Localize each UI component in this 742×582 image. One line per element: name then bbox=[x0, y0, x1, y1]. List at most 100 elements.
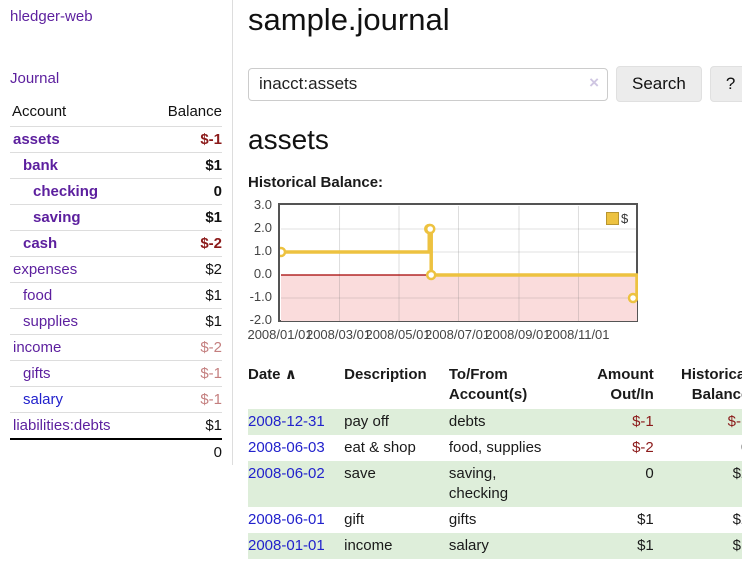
account-link-income[interactable]: income bbox=[13, 339, 62, 356]
account-row: assets $-1 bbox=[10, 126, 222, 153]
account-row: cash $-2 bbox=[10, 230, 222, 257]
help-button[interactable]: ? bbox=[709, 66, 742, 102]
search-input[interactable] bbox=[248, 67, 608, 101]
account-balance: $-1 bbox=[145, 126, 222, 153]
txn-balance: $1 bbox=[732, 537, 742, 554]
txn-balance: $2 bbox=[732, 465, 742, 482]
register-row: 2008-12-31 pay off debts $-1 $-1 bbox=[248, 409, 742, 435]
accounts-table: Account Balance assets $-1 bank $1 check… bbox=[10, 101, 222, 465]
accounts-total-value: 0 bbox=[145, 438, 222, 465]
account-link-assets[interactable]: assets bbox=[13, 131, 60, 148]
txn-amount: $1 bbox=[637, 511, 654, 528]
account-link-expenses[interactable]: expenses bbox=[13, 261, 78, 278]
x-tick-label: 2008/05/01 bbox=[365, 327, 431, 342]
y-tick-label: 3.0 bbox=[253, 197, 272, 212]
search-box: × bbox=[248, 67, 608, 101]
page-title: sample.journal bbox=[248, 2, 450, 37]
x-tick-label: 2008/01/01 bbox=[247, 327, 313, 342]
account-link-liabilities-debts[interactable]: liabilities:debts bbox=[13, 417, 111, 434]
chart-x-labels: 2008/01/01 2008/03/01 2008/05/01 2008/07/01… bbox=[247, 327, 742, 343]
account-row: salary $-1 bbox=[10, 386, 222, 413]
account-link-supplies[interactable]: supplies bbox=[23, 313, 79, 330]
account-balance: $-1 bbox=[145, 386, 222, 413]
x-tick-label: 2008/03/01 bbox=[305, 327, 372, 342]
account-row: food $1 bbox=[10, 282, 222, 309]
col-accounts-line2: Account(s) bbox=[448, 386, 528, 403]
txn-amount: 0 bbox=[645, 465, 654, 482]
col-date-label: Date bbox=[248, 366, 281, 383]
accounts-header-row: Account Balance bbox=[10, 101, 222, 127]
col-amount-line1: Amount bbox=[597, 366, 654, 383]
txn-date-link[interactable]: 2008-12-31 bbox=[248, 413, 325, 430]
account-link-salary[interactable]: salary bbox=[23, 391, 64, 408]
app-layout: hledger-web Journal Account Balance asse… bbox=[0, 0, 742, 559]
txn-accounts: food, supplies bbox=[448, 439, 542, 456]
account-link-checking[interactable]: checking bbox=[33, 183, 99, 200]
account-balance: $-2 bbox=[145, 334, 222, 361]
account-link-food[interactable]: food bbox=[23, 287, 53, 304]
sidebar-item-journal[interactable]: Journal bbox=[10, 70, 60, 87]
register-row: 2008-06-02 save saving, checking 0 $2 bbox=[248, 461, 742, 507]
account-link-cash[interactable]: cash bbox=[23, 235, 58, 252]
account-row: liabilities:debts $1 bbox=[10, 412, 222, 439]
account-row: gifts $-1 bbox=[10, 360, 222, 387]
col-amount-line2: Out/In bbox=[610, 386, 654, 403]
y-tick-label: -1.0 bbox=[249, 289, 272, 304]
txn-accounts: debts bbox=[448, 413, 486, 430]
account-link-gifts[interactable]: gifts bbox=[23, 365, 51, 382]
sidebar: hledger-web Journal Account Balance asse… bbox=[0, 0, 233, 559]
txn-balance: $2 bbox=[732, 511, 742, 528]
col-description: Description bbox=[344, 366, 427, 383]
txn-accounts: salary bbox=[448, 537, 489, 554]
x-tick-label: 2008/07/01 bbox=[424, 327, 491, 342]
txn-description: pay off bbox=[344, 413, 389, 430]
legend-label: $ bbox=[621, 211, 629, 226]
chart-plot[interactable] bbox=[275, 203, 639, 322]
txn-description: gift bbox=[344, 511, 365, 528]
txn-date-link[interactable]: 2008-06-01 bbox=[248, 511, 325, 528]
txn-description: income bbox=[344, 537, 393, 554]
txn-amount: $-2 bbox=[632, 439, 654, 456]
col-accounts: To/From Account(s) bbox=[449, 363, 578, 409]
txn-date-link[interactable]: 2008-01-01 bbox=[248, 537, 325, 554]
accounts-col-balance: Balance bbox=[167, 103, 222, 120]
account-balance: $2 bbox=[145, 256, 222, 283]
register-header-row: Date ∧ Description To/From Account(s) Am… bbox=[248, 363, 742, 409]
main-content: sample.journal × Search ? assets Histori… bbox=[233, 0, 742, 559]
txn-date-link[interactable]: 2008-06-03 bbox=[248, 439, 325, 456]
register-table: Date ∧ Description To/From Account(s) Am… bbox=[248, 363, 742, 559]
y-tick-label: -2.0 bbox=[249, 312, 272, 327]
account-balance: $1 bbox=[145, 204, 222, 231]
clear-search-icon[interactable]: × bbox=[589, 72, 599, 92]
account-balance: $-2 bbox=[145, 230, 222, 257]
register-row: 2008-01-01 income salary $1 $1 bbox=[248, 533, 742, 559]
col-balance: Historical Balance bbox=[656, 363, 742, 409]
account-row: bank $1 bbox=[10, 152, 222, 179]
txn-description: save bbox=[344, 465, 376, 482]
search-form: × Search ? bbox=[248, 66, 742, 102]
account-link-bank[interactable]: bank bbox=[23, 157, 59, 174]
search-button[interactable]: Search bbox=[616, 66, 702, 102]
account-link-saving[interactable]: saving bbox=[33, 209, 81, 226]
account-balance: $-1 bbox=[145, 360, 222, 387]
register-row: 2008-06-03 eat & shop food, supplies $-2… bbox=[248, 435, 742, 461]
account-row: supplies $1 bbox=[10, 308, 222, 335]
txn-accounts: saving, checking bbox=[448, 465, 509, 502]
brand-link[interactable]: hledger-web bbox=[10, 8, 93, 25]
accounts-total-row: 0 bbox=[10, 438, 222, 465]
txn-amount: $-1 bbox=[632, 413, 654, 430]
col-date[interactable]: Date ∧ bbox=[248, 363, 344, 409]
account-row: income $-2 bbox=[10, 334, 222, 361]
txn-description: eat & shop bbox=[344, 439, 416, 456]
x-tick-label: 2008/09/01 bbox=[485, 327, 551, 342]
account-balance: 0 bbox=[145, 178, 222, 205]
chart-y-labels: 3.0 2.0 1.0 0.0 -1.0 -2.0 bbox=[248, 198, 274, 326]
account-balance: $1 bbox=[145, 308, 222, 335]
txn-balance: 0 bbox=[656, 435, 742, 461]
sort-ascending-icon: ∧ bbox=[284, 366, 297, 383]
account-balance: $1 bbox=[145, 412, 222, 439]
txn-date-link[interactable]: 2008-06-02 bbox=[248, 465, 325, 482]
chart-title: Historical Balance: bbox=[248, 174, 384, 191]
sidebar-panel: hledger-web Journal Account Balance asse… bbox=[0, 0, 233, 465]
account-balance: $1 bbox=[145, 282, 222, 309]
